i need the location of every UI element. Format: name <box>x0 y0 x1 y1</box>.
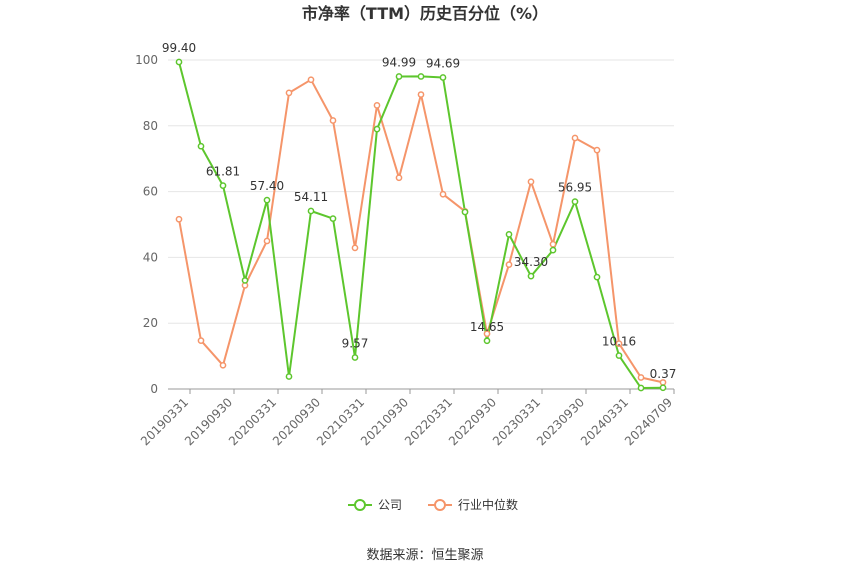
legend-item[interactable]: 公司 <box>348 498 402 512</box>
data-label: 94.69 <box>426 56 460 70</box>
data-label: 10.16 <box>602 335 636 349</box>
data-point[interactable] <box>329 117 337 124</box>
data-point[interactable] <box>483 337 491 345</box>
chart-title: 市净率（TTM）历史百分位（%） <box>302 4 548 23</box>
data-point[interactable] <box>395 174 403 182</box>
legend[interactable]: 公司 行业中位数 <box>348 497 518 512</box>
data-labels: 99.40 61.81 57.40 54.11 9.57 94.99 94.69 14.65 3… <box>162 41 677 381</box>
data-point[interactable] <box>219 361 227 369</box>
x-tick-label: 20240709 <box>622 395 675 448</box>
data-point[interactable] <box>483 330 491 338</box>
data-label: 56.95 <box>558 181 592 195</box>
data-point[interactable] <box>593 273 601 281</box>
data-point[interactable] <box>197 142 205 150</box>
data-point[interactable] <box>285 373 293 380</box>
data-label: 54.11 <box>294 190 328 204</box>
data-point[interactable] <box>659 384 667 392</box>
data-point[interactable] <box>241 277 249 284</box>
data-point[interactable] <box>307 207 315 215</box>
data-point[interactable] <box>307 76 315 84</box>
legend-label: 行业中位数 <box>458 497 518 512</box>
data-point[interactable] <box>615 340 623 347</box>
data-point[interactable] <box>549 240 557 248</box>
data-point[interactable] <box>175 215 183 223</box>
data-point[interactable] <box>351 354 359 361</box>
y-tick-label: 40 <box>143 250 158 264</box>
data-point[interactable] <box>637 384 645 392</box>
y-tick-label: 60 <box>143 185 158 199</box>
legend-item[interactable]: 行业中位数 <box>428 497 518 512</box>
data-point[interactable] <box>197 337 205 344</box>
data-point[interactable] <box>417 73 425 80</box>
data-label: 14.65 <box>470 320 504 334</box>
data-point[interactable] <box>285 89 293 97</box>
series-line <box>178 61 664 389</box>
legend-swatch-marker <box>434 499 446 511</box>
data-point[interactable] <box>329 215 337 222</box>
data-label: 0.37 <box>650 367 677 381</box>
data-point[interactable] <box>527 272 535 280</box>
axes: 0204060801002019033120190930202003312020… <box>135 53 675 448</box>
series-line <box>178 78 664 384</box>
data-point[interactable] <box>505 231 513 238</box>
data-point[interactable] <box>461 208 469 216</box>
data-label: 99.40 <box>162 41 196 55</box>
data-point[interactable] <box>593 146 601 154</box>
data-point[interactable] <box>395 73 403 80</box>
legend-swatch-marker <box>354 499 366 511</box>
data-label: 61.81 <box>206 165 240 179</box>
data-point[interactable] <box>439 74 447 81</box>
data-source: 数据来源：恒生聚源 <box>366 548 483 563</box>
data-point[interactable] <box>219 182 227 189</box>
data-point[interactable] <box>351 244 359 252</box>
data-point[interactable] <box>505 261 513 268</box>
data-point[interactable] <box>439 190 447 198</box>
data-point[interactable] <box>637 374 645 381</box>
data-point[interactable] <box>175 58 183 66</box>
y-tick-label: 20 <box>143 316 158 330</box>
series-points <box>175 58 667 392</box>
data-point[interactable] <box>263 196 271 204</box>
legend-label: 公司 <box>378 498 402 512</box>
y-tick-label: 0 <box>150 382 158 396</box>
data-point[interactable] <box>373 125 381 133</box>
data-point[interactable] <box>615 352 623 359</box>
y-tick-label: 80 <box>143 119 158 133</box>
data-label: 9.57 <box>342 337 369 351</box>
series-lines <box>178 61 664 389</box>
data-point[interactable] <box>263 237 271 245</box>
data-point[interactable] <box>571 134 579 142</box>
data-point[interactable] <box>571 198 579 205</box>
y-tick-label: 100 <box>135 53 158 67</box>
data-label: 94.99 <box>382 55 416 69</box>
data-point[interactable] <box>373 102 381 109</box>
data-point[interactable] <box>527 178 535 186</box>
data-label: 34.30 <box>514 255 548 269</box>
data-label: 57.40 <box>250 179 284 193</box>
data-point[interactable] <box>549 246 557 254</box>
data-point[interactable] <box>417 91 425 98</box>
